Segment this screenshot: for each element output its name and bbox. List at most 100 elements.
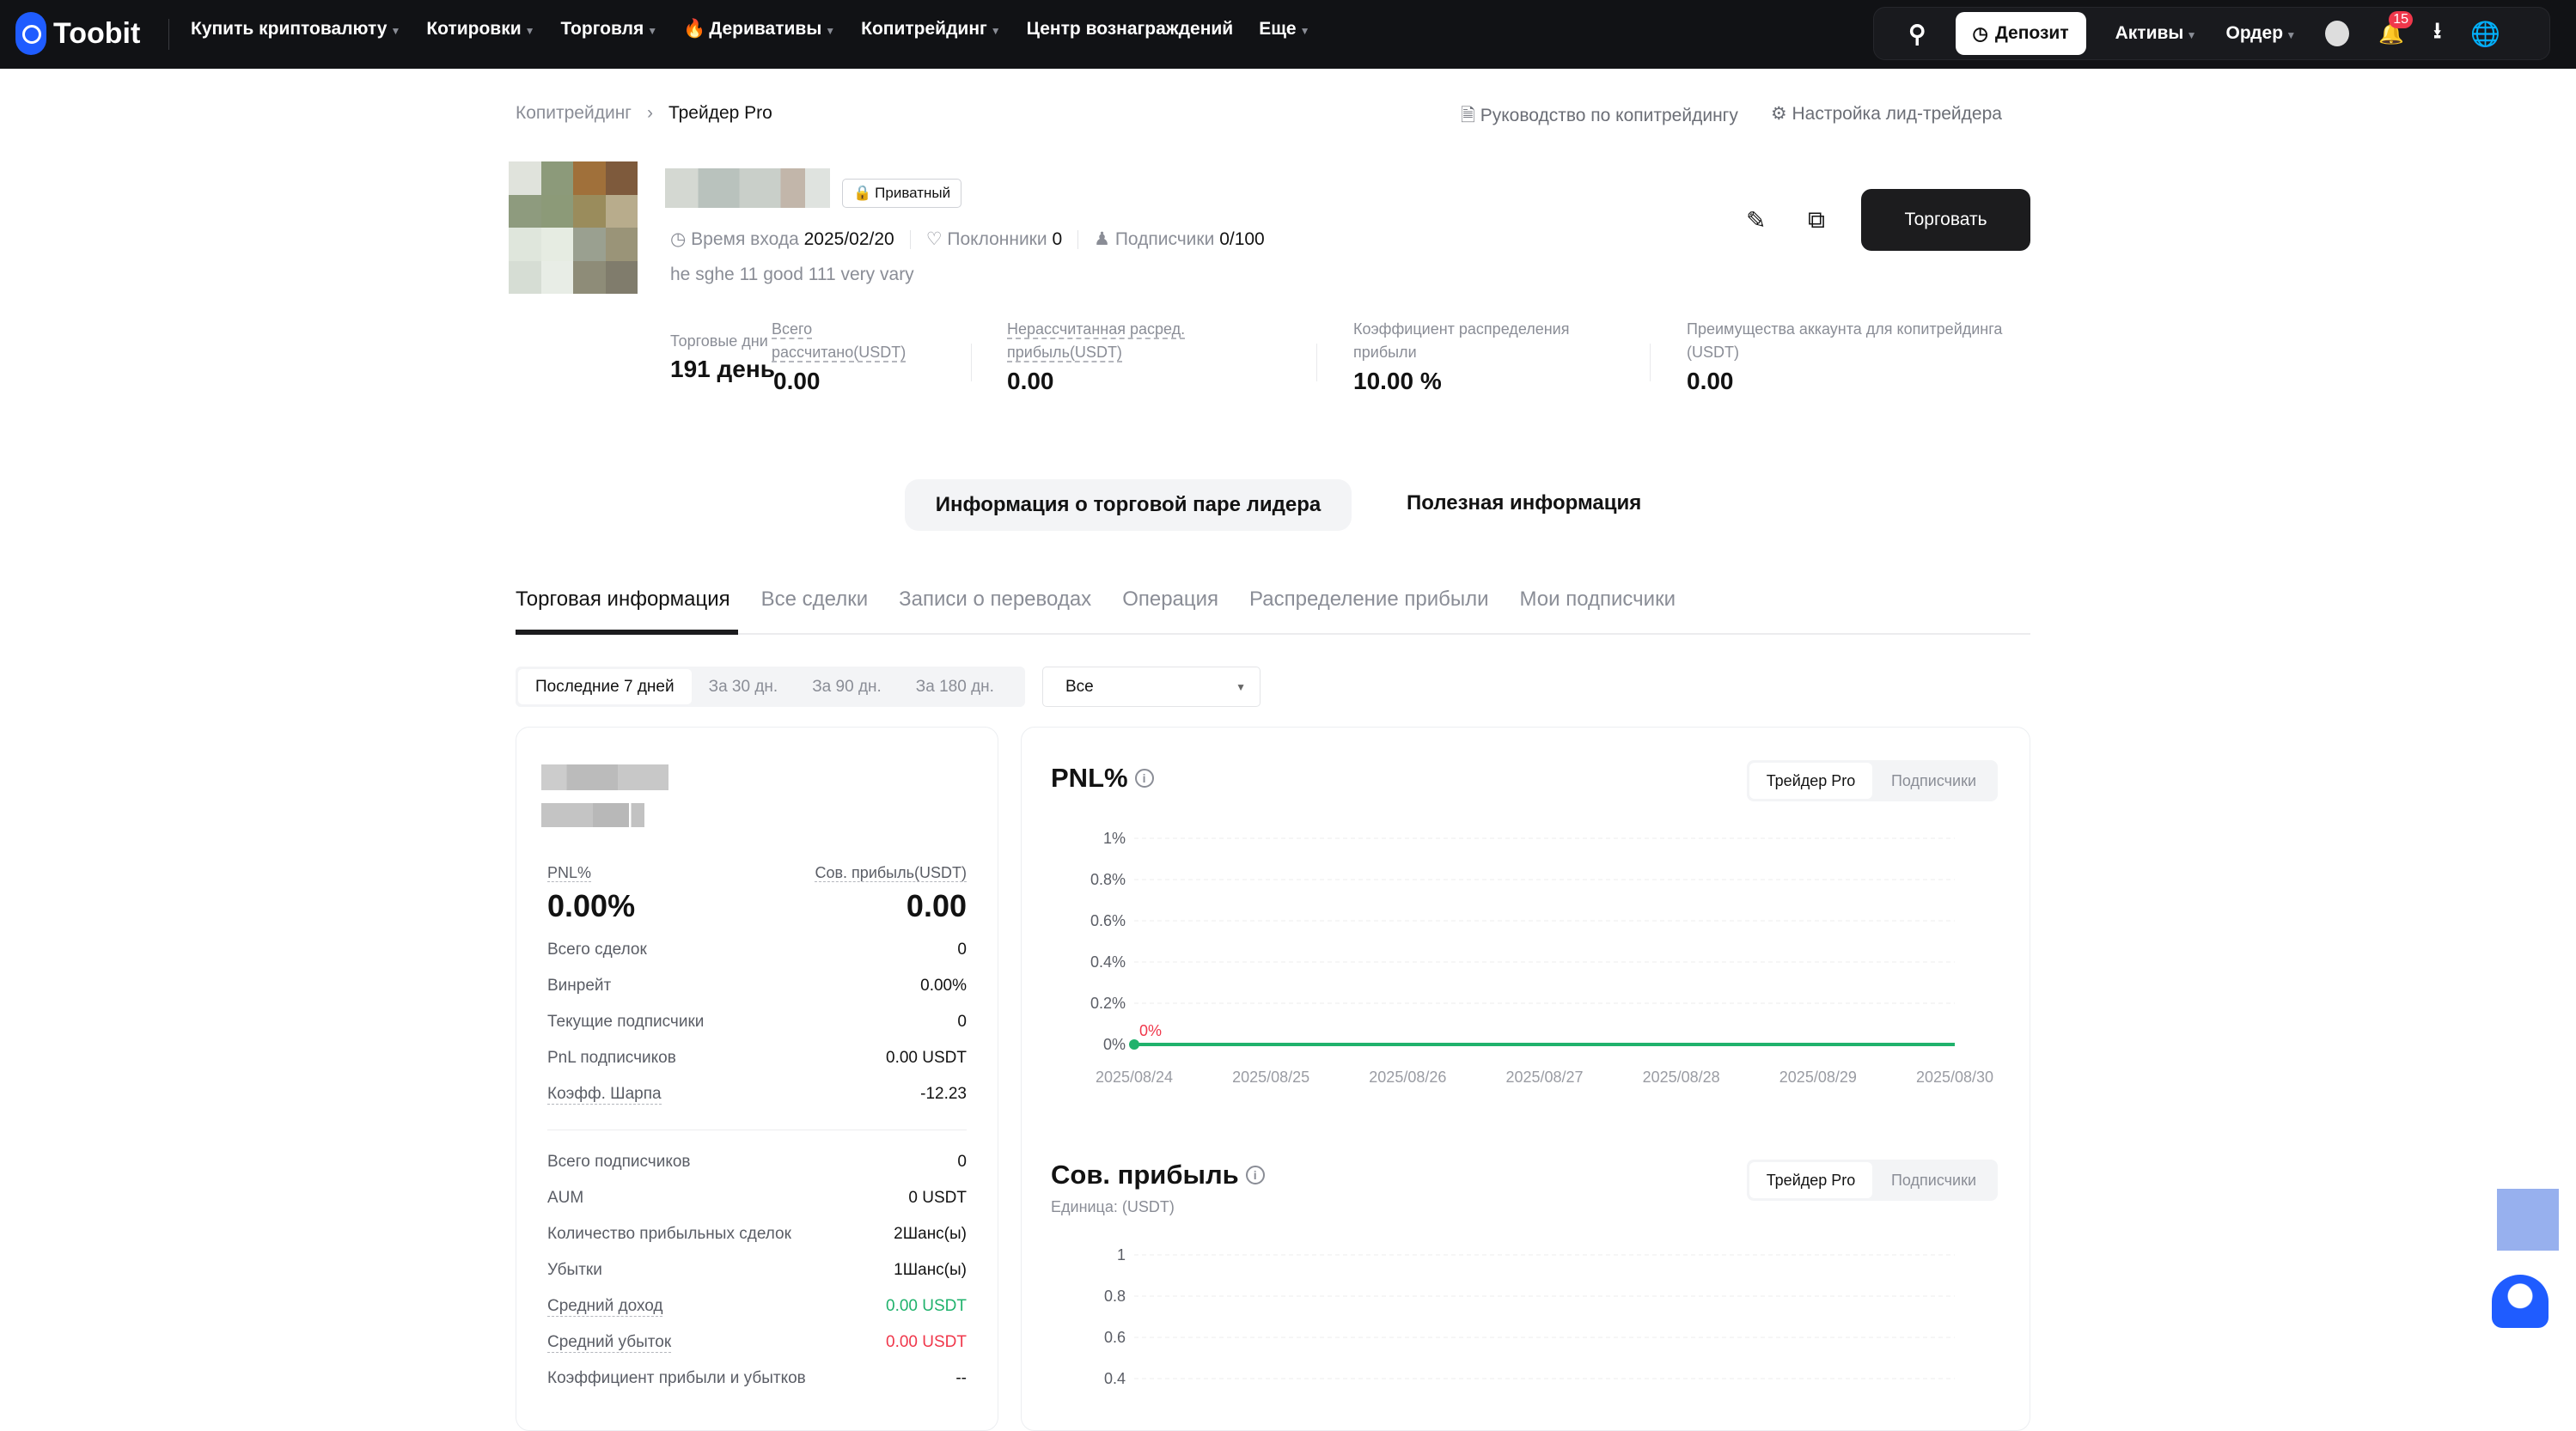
stat-label: Всего сделок bbox=[547, 941, 647, 959]
avatar-pixel bbox=[573, 260, 606, 294]
tabs-divider bbox=[516, 633, 2030, 635]
brand-name: Toobit bbox=[53, 16, 141, 50]
nav-item[interactable]: 🔥 Деривативы ▼ bbox=[683, 19, 835, 40]
info-icon[interactable]: i bbox=[1134, 769, 1154, 788]
divider bbox=[1077, 229, 1079, 249]
user-avatar-icon[interactable] bbox=[2325, 21, 2350, 46]
fans: ♡ Поклонники 0 bbox=[926, 228, 1062, 250]
trading-days-label: Торговые дни bbox=[670, 332, 768, 350]
search-icon[interactable]: ⚲ bbox=[1908, 20, 1926, 47]
stat-value: -- bbox=[955, 1369, 967, 1387]
stat-label: Коэфф. Шарпа bbox=[547, 1085, 662, 1105]
nav-item[interactable]: Торговля ▼ bbox=[561, 19, 658, 40]
tab-useful-info[interactable]: Полезная информация bbox=[1407, 491, 1642, 515]
globe-icon[interactable]: 🌐 bbox=[2470, 20, 2501, 47]
period-option[interactable]: За 90 дн. bbox=[812, 677, 882, 696]
profit-chart-toggle: Трейдер Pro Подписчики bbox=[1747, 1160, 1998, 1201]
info-icon[interactable]: i bbox=[1245, 1166, 1265, 1184]
bell-icon[interactable]: 🔔 15 bbox=[2378, 10, 2414, 46]
breadcrumb-parent[interactable]: Копитрейдинг bbox=[516, 103, 632, 123]
stat-value: 0 bbox=[957, 1013, 967, 1031]
sub-tabs: Торговая информация Все сделки Записи о пе… bbox=[516, 588, 1676, 612]
assets-label: Активы bbox=[2115, 23, 2184, 43]
tab-leader-pair-info[interactable]: Информация о торговой паре лидера bbox=[905, 479, 1352, 531]
unsettled-value: 0.00 bbox=[1007, 368, 1054, 394]
share-icon[interactable]: ⧉ bbox=[1808, 206, 1825, 233]
document-icon: 🗎 bbox=[1461, 106, 1475, 125]
nav-item-label: Купить криптовалюту bbox=[191, 19, 388, 39]
toggle-followers[interactable]: Подписчики bbox=[1890, 771, 1977, 789]
nav-item[interactable]: Центр вознаграждений bbox=[1027, 19, 1234, 40]
sub-tab[interactable]: Распределение прибыли bbox=[1249, 588, 1489, 611]
avatar-pixel bbox=[540, 194, 573, 228]
deposit-label: Депозит bbox=[1994, 23, 2069, 43]
floating-widget-blurred[interactable] bbox=[2497, 1189, 2559, 1251]
settled-value: 0.00 bbox=[773, 368, 821, 394]
nav-item[interactable]: Еще ▼ bbox=[1259, 19, 1309, 40]
orders-menu[interactable]: Ордер ▼ bbox=[2225, 23, 2297, 43]
period-selector: Последние 7 дней За 30 дн. За 90 дн. За 180… bbox=[516, 667, 1025, 707]
benefit-label: Преимущества аккаунта для копитрейдинга … bbox=[1687, 320, 2003, 361]
nav-item[interactable]: Котировки ▼ bbox=[426, 19, 534, 40]
sub-tab[interactable]: Торговая информация bbox=[516, 588, 730, 611]
nav-item[interactable]: Купить криптовалюту ▼ bbox=[191, 19, 400, 40]
avatar-pixel bbox=[540, 161, 573, 195]
guide-link[interactable]: 🗎 Руководство по копитрейдингу bbox=[1461, 103, 1738, 133]
need-help-robot-icon[interactable] bbox=[2492, 1275, 2549, 1328]
sub-tab[interactable]: Все сделки bbox=[760, 588, 869, 611]
trade-button[interactable]: Торговать bbox=[1861, 189, 2030, 251]
sub-tab[interactable]: Операция bbox=[1122, 588, 1219, 611]
ratio-value: 10.00 % bbox=[1353, 368, 1442, 394]
stat-value: 2Шанс(ы) bbox=[894, 1225, 967, 1243]
active-tab-underline bbox=[516, 630, 738, 635]
filter-dropdown[interactable]: Все ▼ bbox=[1042, 667, 1261, 707]
toggle-leader[interactable]: Трейдер Pro bbox=[1749, 1162, 1872, 1198]
nav-item-label: Копитрейдинг bbox=[861, 19, 987, 39]
x-tick-label: 2025/08/29 bbox=[1779, 1069, 1857, 1086]
pnl-chart-toggle: Трейдер Pro Подписчики bbox=[1747, 760, 1998, 801]
clock-icon: ◷ bbox=[670, 229, 687, 249]
divider bbox=[971, 344, 972, 381]
pnl-chart-title-text: PNL% bbox=[1051, 763, 1128, 793]
trader-bio: he sghe 11 good 111 very vary bbox=[670, 265, 914, 284]
avatar-pixel bbox=[540, 260, 573, 294]
stat-label: PnL подписчиков bbox=[547, 1049, 676, 1067]
edit-icon[interactable]: ✎ bbox=[1746, 207, 1767, 234]
caret-down-icon: ▼ bbox=[524, 25, 535, 37]
download-icon[interactable]: ⭳ bbox=[2433, 17, 2442, 43]
stat-row: Средний убыток 0.00 USDT bbox=[547, 1333, 967, 1353]
stat-row: Винрейт 0.00% bbox=[547, 977, 967, 996]
lead-settings-link[interactable]: ⚙ Настройка лид-трейдера bbox=[1771, 103, 2002, 133]
deposit-button[interactable]: ◷ Депозит bbox=[1955, 12, 2086, 55]
stat-row: Средний доход 0.00 USDT bbox=[547, 1297, 967, 1317]
avatar-pixel bbox=[573, 161, 606, 195]
main-menu: Купить криптовалюту ▼ Котировки ▼ Торговля ▼ 🔥… bbox=[191, 0, 1310, 58]
lock-icon: 🔒 bbox=[853, 185, 872, 201]
guide-label: Руководство по копитрейдингу bbox=[1480, 106, 1738, 125]
ratio-label: Коэффициент распределения прибыли bbox=[1353, 320, 1570, 361]
period-option[interactable]: За 180 дн. bbox=[915, 677, 994, 696]
assets-menu[interactable]: Активы ▼ bbox=[2115, 23, 2197, 43]
y-tick-label: 0.6% bbox=[1090, 912, 1126, 929]
entry-value: 2025/02/20 bbox=[803, 229, 894, 249]
entry-label: Время входа bbox=[691, 229, 799, 249]
sub-tab[interactable]: Мои подписчики bbox=[1519, 588, 1676, 611]
entry-time: ◷ Время входа 2025/02/20 bbox=[670, 228, 894, 250]
sub-tab[interactable]: Записи о переводах bbox=[899, 588, 1092, 611]
trader-meta: ◷ Время входа 2025/02/20 ♡ Поклонники 0 … bbox=[670, 228, 1265, 250]
stat-value: 0.00 USDT bbox=[886, 1049, 967, 1067]
toggle-leader[interactable]: Трейдер Pro bbox=[1749, 763, 1872, 799]
divider bbox=[1316, 344, 1317, 381]
period-option[interactable]: Последние 7 дней bbox=[518, 669, 692, 704]
toggle-followers[interactable]: Подписчики bbox=[1890, 1171, 1977, 1189]
stat-label: Средний убыток bbox=[547, 1333, 672, 1353]
stat-row: PnL подписчиков 0.00 USDT bbox=[547, 1049, 967, 1068]
pnl-chart: 0% 0.2% 0.4% 0.6% 0.8% 1% 2025/08/24 2025/08/25… bbox=[1090, 830, 1993, 1086]
logo[interactable]: Toobit bbox=[15, 12, 140, 55]
y-tick-label: 0.8% bbox=[1090, 871, 1126, 888]
caret-down-icon: ▼ bbox=[1236, 680, 1246, 693]
stat-row: Убытки 1Шанс(ы) bbox=[547, 1261, 967, 1280]
settings-label: Настройка лид-трейдера bbox=[1792, 104, 2002, 124]
period-option[interactable]: За 30 дн. bbox=[708, 677, 778, 696]
nav-item[interactable]: Копитрейдинг ▼ bbox=[861, 19, 1001, 40]
